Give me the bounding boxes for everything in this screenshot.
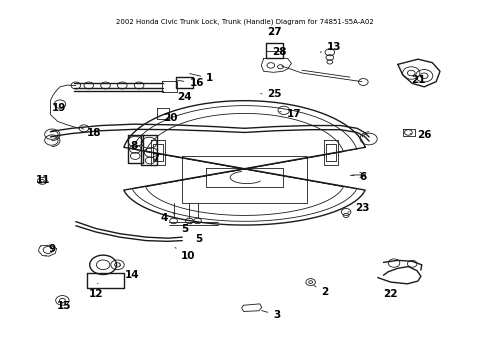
Circle shape [41, 179, 44, 182]
Circle shape [308, 281, 312, 283]
Text: 17: 17 [279, 109, 301, 120]
Text: 24: 24 [177, 92, 192, 102]
Text: 1: 1 [189, 73, 213, 83]
Text: 2: 2 [313, 285, 328, 297]
Circle shape [325, 49, 334, 56]
Text: 14: 14 [120, 265, 139, 280]
Text: 11: 11 [36, 175, 50, 185]
Text: 6: 6 [349, 172, 366, 182]
Text: 5: 5 [181, 223, 191, 234]
Text: 20: 20 [157, 113, 177, 123]
Text: 15: 15 [57, 301, 71, 311]
Text: 4: 4 [160, 213, 175, 223]
Text: 19: 19 [52, 103, 66, 113]
Text: 2002 Honda Civic Trunk Lock, Trunk (Handle) Diagram for 74851-S5A-A02: 2002 Honda Civic Trunk Lock, Trunk (Hand… [115, 18, 373, 25]
Text: 22: 22 [383, 289, 397, 299]
Text: 23: 23 [347, 203, 368, 213]
Text: 16: 16 [178, 78, 203, 88]
Text: 3: 3 [261, 310, 280, 320]
Text: 25: 25 [260, 89, 282, 99]
Text: 5: 5 [195, 234, 203, 244]
Text: 21: 21 [405, 75, 425, 85]
Text: 26: 26 [409, 130, 430, 140]
Text: 27: 27 [267, 27, 282, 36]
Text: 12: 12 [89, 283, 103, 299]
Text: 10: 10 [175, 248, 195, 261]
Text: 28: 28 [272, 47, 286, 57]
Text: 13: 13 [320, 42, 341, 52]
Text: 8: 8 [131, 141, 141, 150]
Text: 7: 7 [146, 151, 159, 163]
Text: 18: 18 [81, 128, 101, 139]
Text: 9: 9 [45, 244, 56, 256]
